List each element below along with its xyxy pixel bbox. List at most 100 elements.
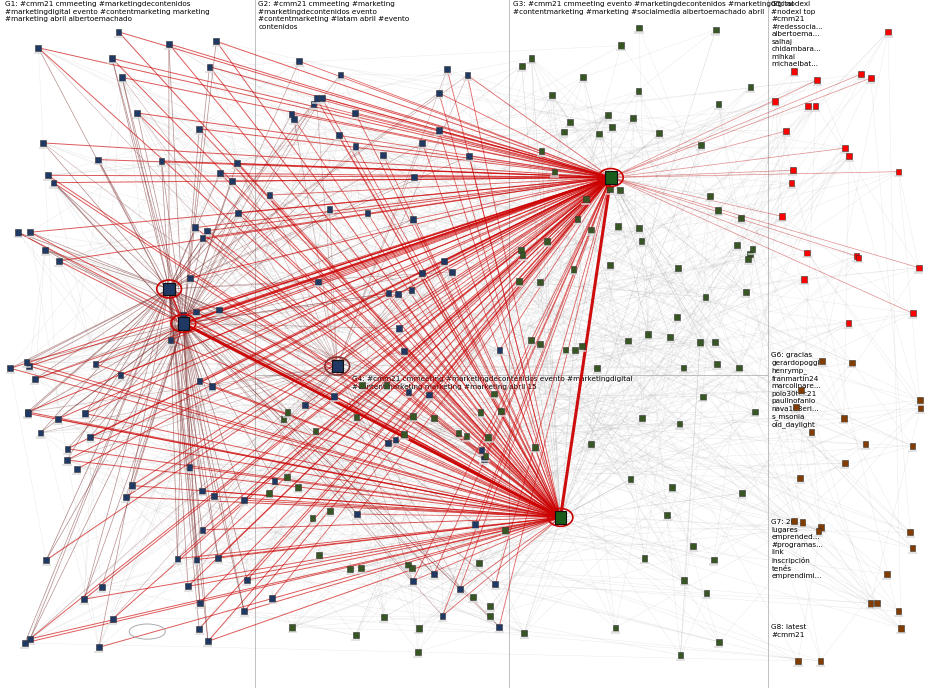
Bar: [675, 659, 685, 661]
Bar: [842, 460, 847, 466]
Bar: [711, 346, 719, 348]
Bar: [311, 100, 316, 107]
Bar: [897, 632, 905, 634]
Bar: [166, 41, 172, 47]
Bar: [241, 608, 247, 614]
Bar: [479, 462, 488, 464]
Bar: [616, 194, 624, 196]
Bar: [866, 82, 875, 84]
Text: G4: #cmm21 cmmeeting #marketingdecontenidos evento #marketingdigital
#contentmar: G4: #cmm21 cmmeeting #marketingdeconteni…: [352, 376, 632, 390]
Bar: [325, 515, 334, 517]
Bar: [214, 562, 222, 564]
Bar: [310, 515, 315, 522]
Bar: [917, 397, 922, 403]
Bar: [478, 409, 484, 416]
Bar: [72, 473, 82, 475]
Bar: [390, 444, 400, 446]
Bar: [674, 427, 684, 429]
Bar: [885, 29, 891, 35]
Bar: [454, 437, 463, 439]
Bar: [118, 81, 126, 83]
Bar: [197, 378, 202, 384]
Bar: [266, 491, 272, 497]
Bar: [588, 226, 594, 233]
Bar: [820, 358, 826, 364]
Bar: [410, 578, 416, 584]
Bar: [392, 437, 398, 443]
Bar: [25, 370, 34, 372]
Bar: [408, 420, 418, 422]
Bar: [411, 173, 417, 180]
Bar: [779, 213, 785, 219]
Bar: [748, 84, 753, 90]
Bar: [468, 601, 478, 603]
Bar: [401, 348, 407, 354]
Bar: [463, 79, 472, 81]
Bar: [714, 361, 720, 367]
Bar: [655, 137, 664, 139]
Bar: [814, 535, 823, 537]
Bar: [571, 266, 577, 272]
Bar: [634, 95, 643, 97]
Bar: [625, 338, 631, 344]
Bar: [198, 534, 207, 536]
Bar: [127, 489, 137, 491]
Bar: [528, 337, 534, 343]
Bar: [812, 103, 818, 109]
Bar: [23, 416, 32, 418]
Bar: [884, 36, 893, 38]
Bar: [449, 269, 455, 275]
Bar: [595, 138, 603, 140]
Bar: [315, 279, 321, 285]
Bar: [434, 134, 444, 136]
Bar: [24, 358, 29, 365]
Bar: [714, 108, 723, 110]
Bar: [43, 247, 48, 253]
Bar: [691, 544, 696, 550]
Bar: [28, 636, 33, 642]
Bar: [185, 282, 194, 284]
Bar: [609, 124, 615, 130]
Bar: [95, 156, 101, 162]
Bar: [858, 71, 864, 77]
Bar: [808, 429, 814, 435]
Bar: [159, 158, 164, 164]
Bar: [674, 272, 683, 274]
Bar: [239, 615, 249, 617]
Bar: [38, 429, 44, 436]
Bar: [414, 632, 424, 634]
Bar: [607, 131, 617, 133]
Bar: [96, 644, 102, 650]
Bar: [586, 448, 596, 450]
Bar: [346, 573, 354, 575]
Bar: [536, 348, 544, 350]
Bar: [408, 572, 416, 574]
Bar: [477, 454, 486, 456]
Bar: [406, 389, 411, 395]
Bar: [82, 596, 87, 602]
Bar: [537, 155, 546, 157]
Bar: [905, 536, 915, 538]
Bar: [30, 383, 40, 385]
Bar: [107, 62, 117, 64]
Bar: [795, 658, 801, 664]
Bar: [270, 485, 279, 487]
Bar: [626, 483, 635, 485]
Bar: [674, 314, 680, 320]
Bar: [549, 92, 555, 98]
Bar: [715, 101, 721, 107]
Bar: [386, 290, 391, 297]
Bar: [312, 103, 321, 105]
Bar: [712, 34, 720, 36]
Bar: [520, 637, 529, 639]
Bar: [816, 665, 825, 667]
Bar: [496, 623, 502, 630]
Bar: [698, 142, 704, 149]
Bar: [552, 169, 558, 175]
Bar: [24, 418, 32, 420]
Bar: [296, 58, 302, 65]
Bar: [854, 261, 863, 264]
Bar: [572, 347, 578, 353]
Bar: [793, 665, 803, 667]
Bar: [798, 387, 804, 394]
